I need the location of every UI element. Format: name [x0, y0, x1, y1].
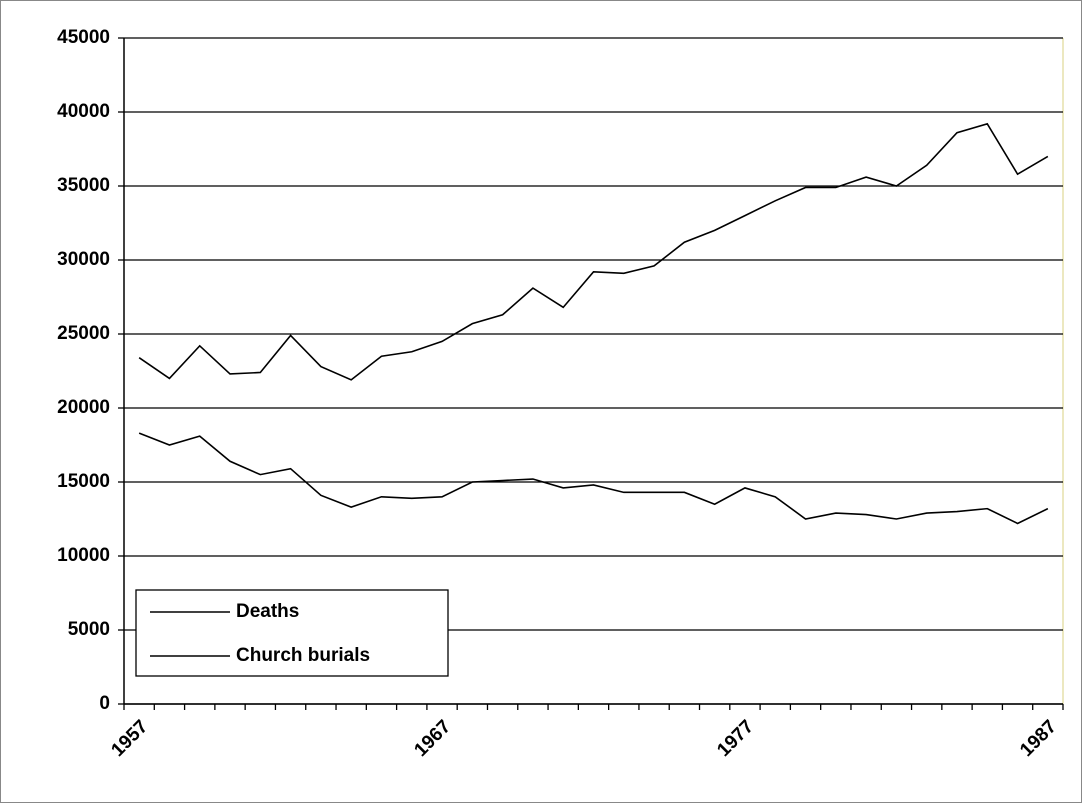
y-tick-label: 15000 — [57, 471, 110, 492]
y-tick-label: 0 — [99, 693, 110, 714]
legend-box — [135, 589, 449, 677]
series-line — [138, 432, 1049, 525]
legend-label: Church burials — [236, 645, 370, 666]
y-tick-label: 5000 — [68, 619, 110, 640]
y-tick-label: 25000 — [57, 323, 110, 344]
y-tick-label: 30000 — [57, 249, 110, 270]
legend-label: Deaths — [236, 601, 299, 622]
y-tick-label: 10000 — [57, 545, 110, 566]
y-tick-label: 35000 — [57, 175, 110, 196]
series-line — [138, 122, 1049, 381]
y-tick-label: 45000 — [57, 27, 110, 48]
y-tick-label: 20000 — [57, 397, 110, 418]
y-tick-label: 40000 — [57, 101, 110, 122]
